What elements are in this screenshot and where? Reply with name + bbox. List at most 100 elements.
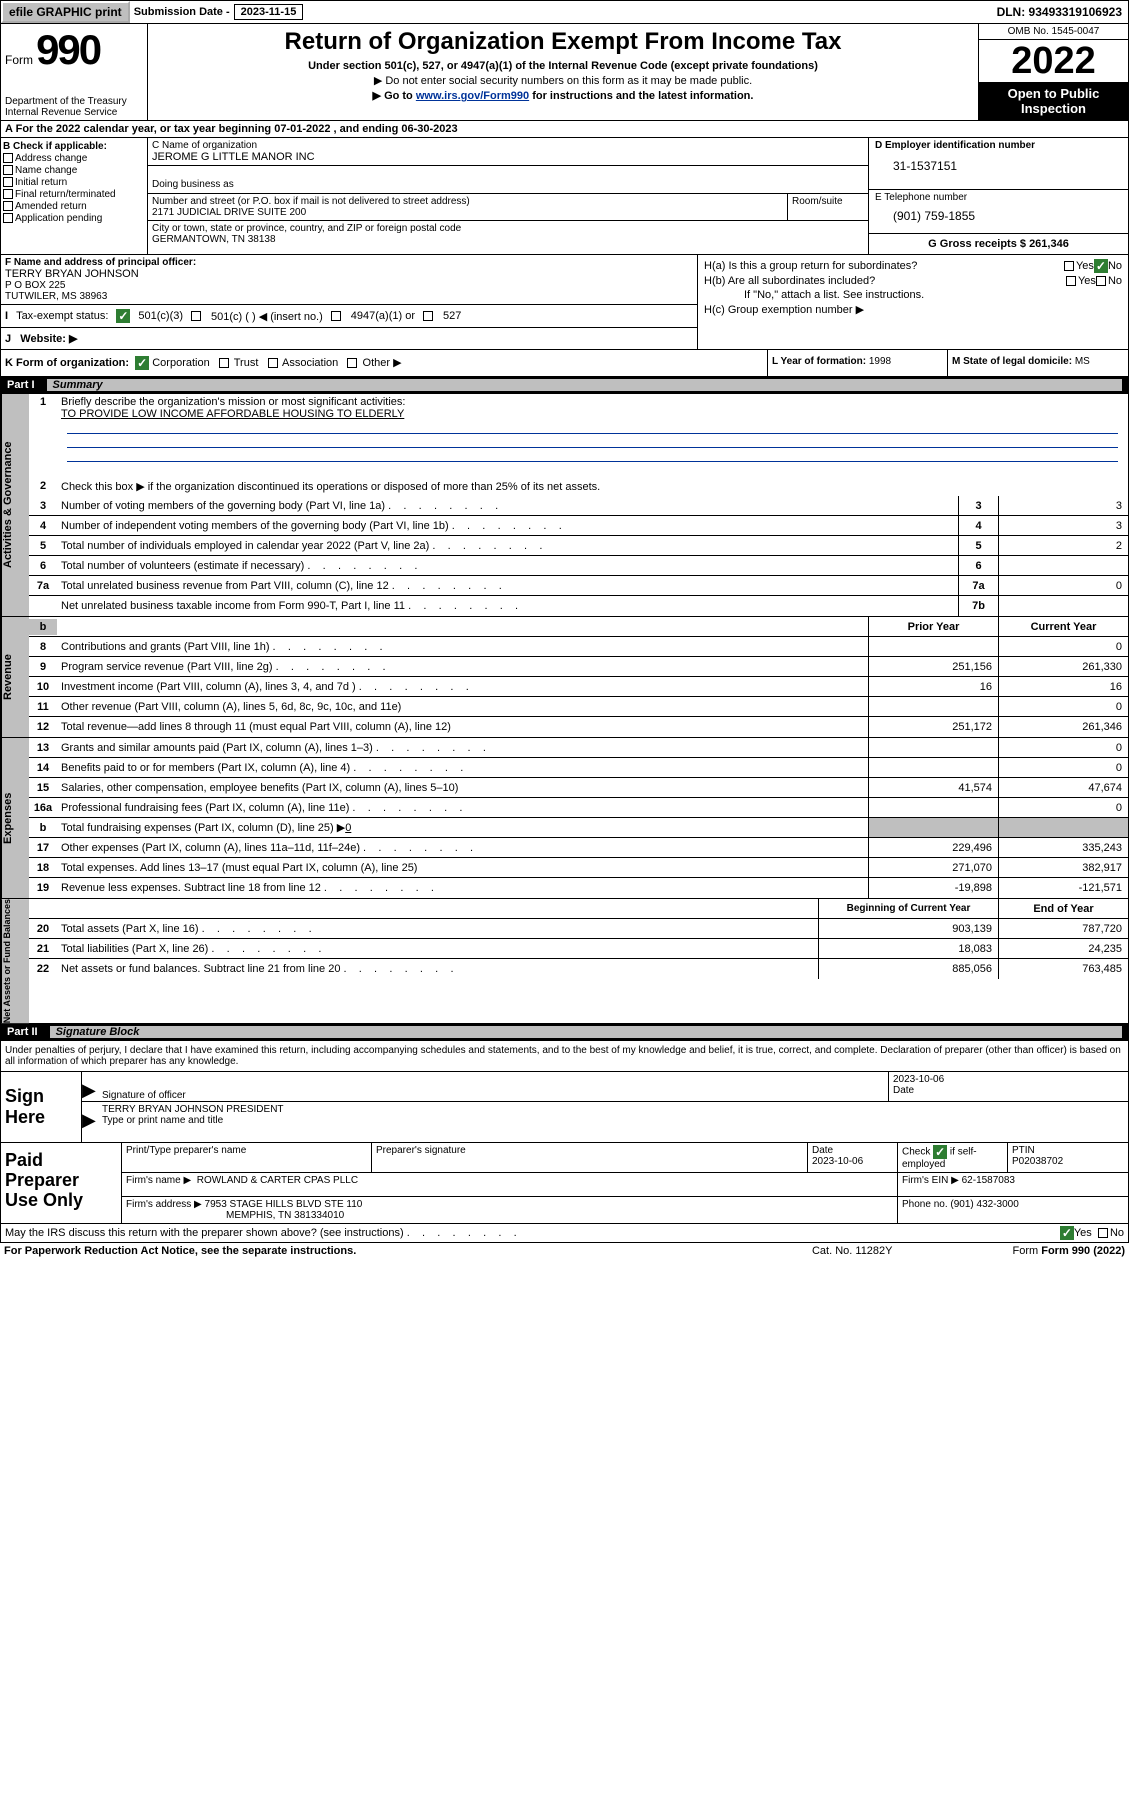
line7a: Total unrelated business revenue from Pa… [57, 578, 958, 594]
k-label: K Form of organization: [5, 357, 129, 369]
checkbox[interactable] [191, 311, 201, 321]
curr-hdr: Current Year [998, 617, 1128, 636]
k-assoc: Association [282, 357, 338, 369]
period-text: For the 2022 calendar year, or tax year … [16, 123, 458, 135]
irs-link[interactable]: www.irs.gov/Form990 [416, 90, 529, 102]
line13: Grants and similar amounts paid (Part IX… [57, 740, 868, 756]
v7b [998, 596, 1128, 616]
line16a: Professional fundraising fees (Part IX, … [57, 800, 868, 816]
line21: Total liabilities (Part X, line 26) [57, 941, 818, 957]
c11: 0 [998, 697, 1128, 716]
m-label: M State of legal domicile: [952, 356, 1072, 367]
checkbox-checked-icon[interactable]: ✓ [1094, 259, 1108, 273]
line10: Investment income (Part VIII, column (A)… [57, 679, 868, 695]
c12: 261,346 [998, 717, 1128, 737]
c17: 335,243 [998, 838, 1128, 857]
gross-value: 261,346 [1029, 238, 1069, 250]
phone-lbl: Phone no. [902, 1199, 948, 1210]
prep-name-label: Print/Type preparer's name [122, 1143, 372, 1172]
checkbox[interactable] [1096, 276, 1106, 286]
b-final: Final return/terminated [15, 189, 116, 200]
form-note-2: ▶ Go to www.irs.gov/Form990 for instruct… [152, 89, 974, 102]
arrow-icon: ▶ [82, 1072, 98, 1101]
line17: Other expenses (Part IX, column (A), lin… [57, 840, 868, 856]
p16a [868, 798, 998, 817]
ptin-val: P02038702 [1012, 1156, 1063, 1167]
checkbox-checked-icon[interactable]: ✓ [1060, 1226, 1074, 1240]
line2: Check this box ▶ if the organization dis… [61, 481, 600, 493]
p10: 16 [868, 677, 998, 696]
side-activities: Activities & Governance [1, 394, 29, 616]
checkbox[interactable] [1098, 1228, 1108, 1238]
checkbox[interactable] [1066, 276, 1076, 286]
form-subtitle: Under section 501(c), 527, or 4947(a)(1)… [152, 60, 974, 72]
part2-header: Part II Signature Block [0, 1024, 1129, 1041]
c16a: 0 [998, 798, 1128, 817]
firm-addr: 7953 STAGE HILLS BLVD STE 110 [205, 1199, 363, 1210]
checkbox[interactable] [3, 165, 13, 175]
sign-here-block: Sign Here ▶ Signature of officer 2023-10… [0, 1072, 1129, 1143]
p19: -19,898 [868, 878, 998, 898]
checkbox[interactable] [423, 311, 433, 321]
f-label: F Name and address of principal officer: [5, 257, 196, 268]
sig-intro: Under penalties of perjury, I declare th… [0, 1041, 1129, 1072]
line3: Number of voting members of the governin… [57, 498, 958, 514]
p14 [868, 758, 998, 777]
efile-print-button[interactable]: efile GRAPHIC print [1, 1, 130, 23]
checkbox[interactable] [3, 213, 13, 223]
part1-num: Part I [7, 379, 47, 391]
yes-label: Yes [1078, 275, 1096, 287]
tel-value: (901) 759-1855 [893, 209, 1122, 223]
v3: 3 [998, 496, 1128, 515]
street-value: 2171 JUDICIAL DRIVE SUITE 200 [152, 207, 783, 218]
checkbox[interactable] [331, 311, 341, 321]
no-label: No [1110, 1227, 1124, 1239]
checkbox-checked-icon[interactable]: ✓ [135, 356, 149, 370]
checkbox[interactable] [268, 358, 278, 368]
sig-name-label: Type or print name and title [102, 1115, 223, 1126]
form-footer: Form [1013, 1245, 1042, 1257]
checkbox-checked-icon[interactable]: ✓ [933, 1145, 947, 1159]
k-corp: Corporation [152, 357, 209, 369]
m-val: MS [1075, 356, 1090, 367]
dba-row: Doing business as [148, 166, 868, 194]
tax-year: 2022 [979, 40, 1128, 82]
checkbox-checked-icon[interactable]: ✓ [116, 309, 130, 323]
checkbox[interactable] [219, 358, 229, 368]
checkbox[interactable] [347, 358, 357, 368]
firm-city: MEMPHIS, TN 381334010 [226, 1210, 344, 1221]
p20: 903,139 [818, 919, 998, 938]
v4: 3 [998, 516, 1128, 535]
checkbox[interactable] [3, 153, 13, 163]
row-i: I Tax-exempt status: ✓501(c)(3) 501(c) (… [1, 304, 697, 327]
block-fh: F Name and address of principal officer:… [0, 255, 1129, 350]
col-d: D Employer identification number 31-1537… [868, 138, 1128, 254]
i-501c: 501(c) ( ) ◀ (insert no.) [211, 310, 323, 323]
j-label: Website: ▶ [20, 333, 77, 345]
discuss-row: May the IRS discuss this return with the… [0, 1224, 1129, 1243]
no-label: No [1108, 260, 1122, 272]
ein-label: D Employer identification number [875, 140, 1035, 151]
c20: 787,720 [998, 919, 1128, 938]
checkbox[interactable] [3, 189, 13, 199]
ein-value: 31-1537151 [893, 159, 1122, 173]
c14: 0 [998, 758, 1128, 777]
c10: 16 [998, 677, 1128, 696]
i-501c3: 501(c)(3) [138, 310, 183, 322]
gross-label: G Gross receipts $ [928, 238, 1026, 250]
i-label: Tax-exempt status: [16, 310, 108, 322]
p15: 41,574 [868, 778, 998, 797]
dln: DLN: 93493319106923 [997, 5, 1128, 19]
row-j: J Website: ▶ [1, 327, 697, 349]
tel-label: E Telephone number [875, 192, 967, 203]
checkbox[interactable] [1064, 261, 1074, 271]
v5: 2 [998, 536, 1128, 555]
block-bcd: B Check if applicable: Address change Na… [0, 138, 1129, 255]
prep-title: Paid Preparer Use Only [1, 1143, 121, 1223]
prep-sig-label: Preparer's signature [372, 1143, 808, 1172]
blank-line [67, 434, 1118, 448]
paid-preparer-block: Paid Preparer Use Only Print/Type prepar… [0, 1143, 1129, 1224]
checkbox[interactable] [3, 177, 13, 187]
prep-check-lbl: Check [902, 1147, 930, 1158]
checkbox[interactable] [3, 201, 13, 211]
